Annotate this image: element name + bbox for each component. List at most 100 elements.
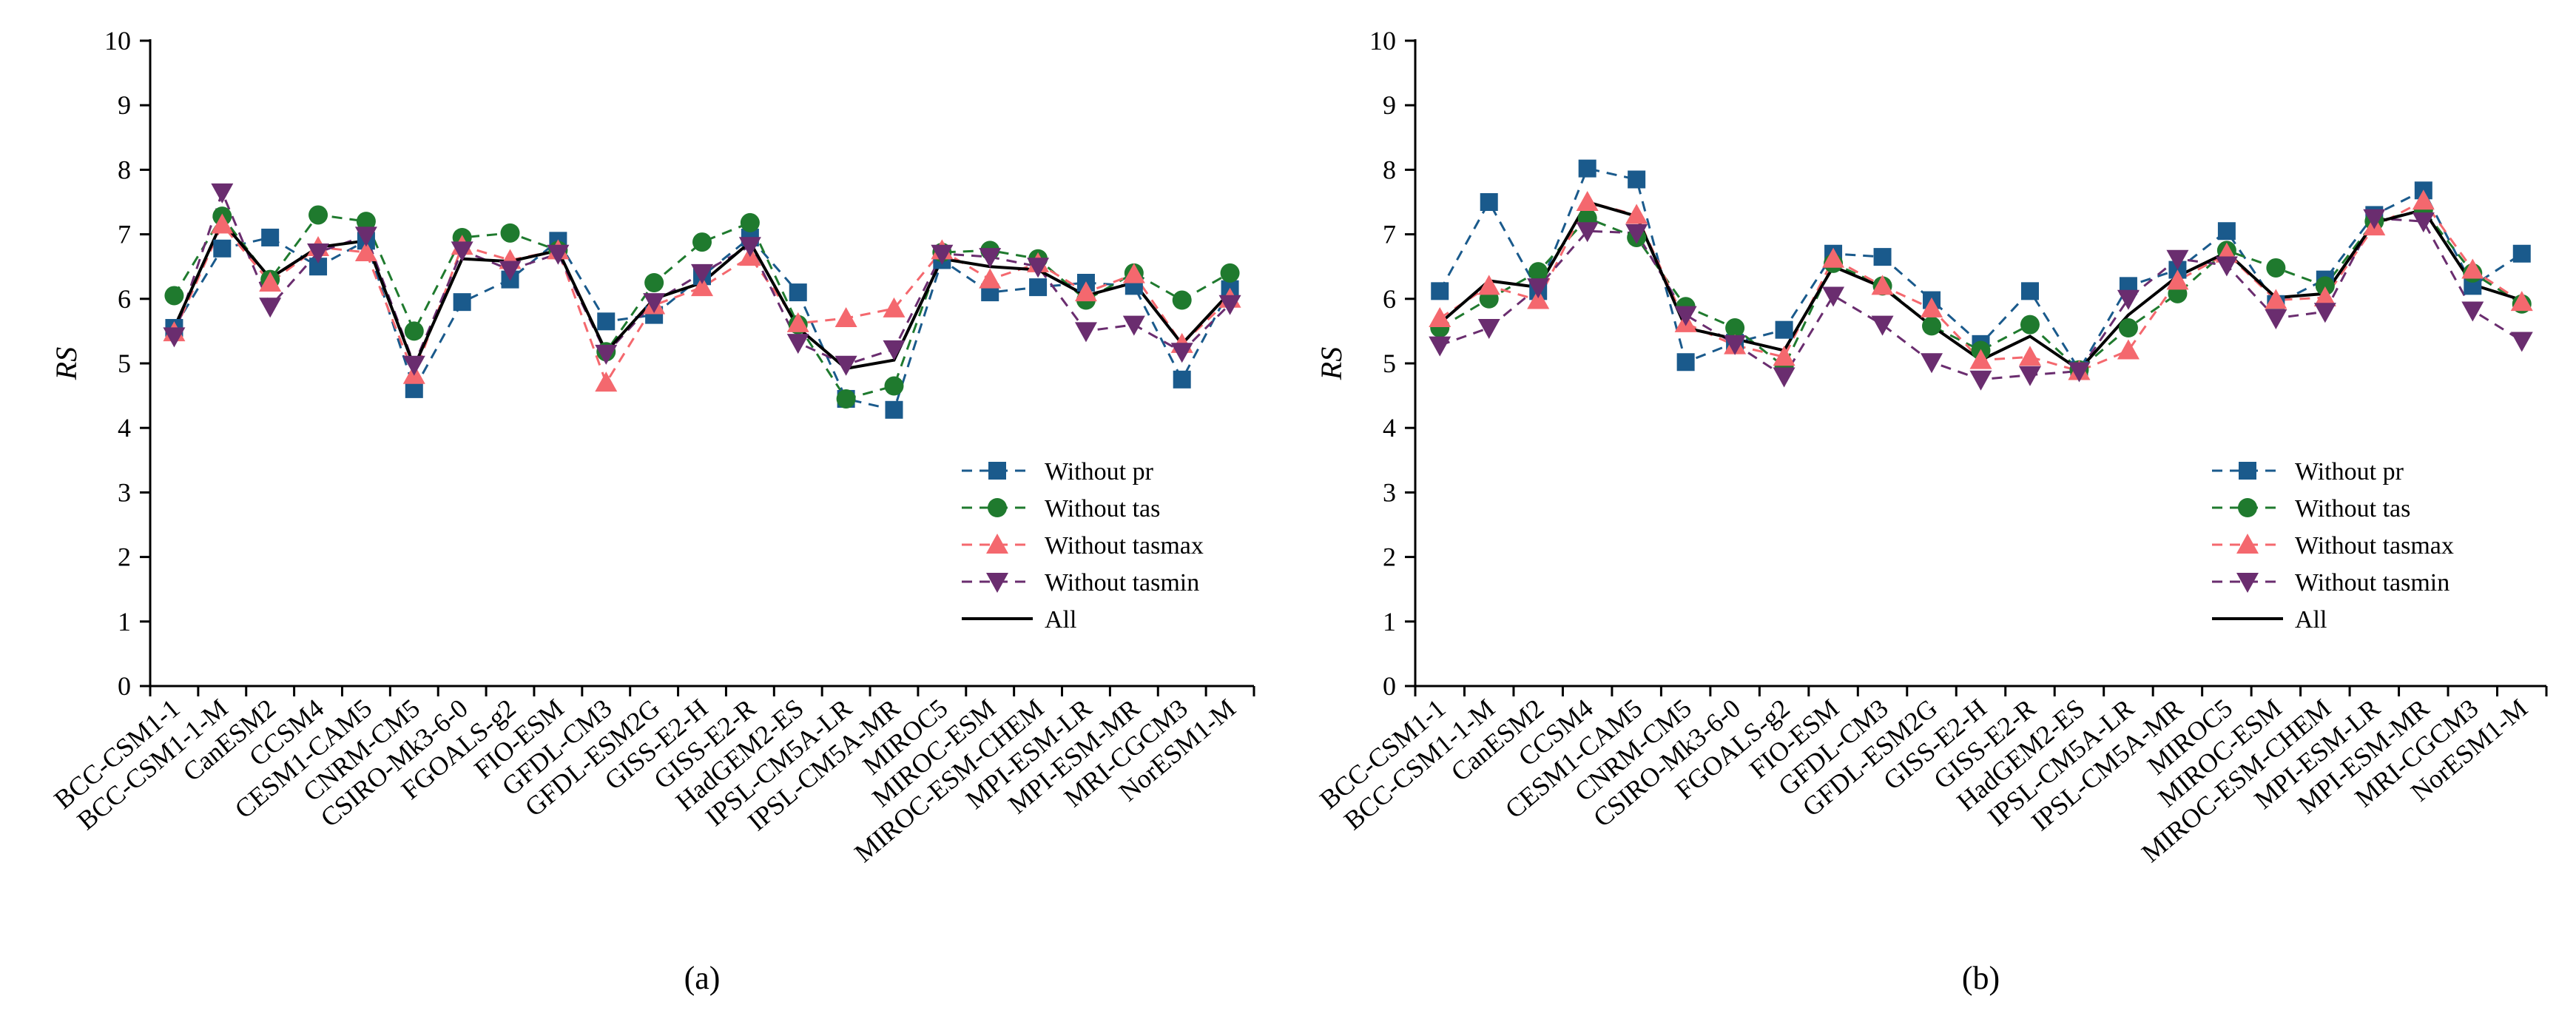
data-point-tasmin [1674,306,1697,326]
y-axis-label: RS [1315,347,1348,380]
y-tick-label: 2 [1383,542,1396,572]
data-point-tasmin [2363,209,2386,229]
data-point-tasmax [259,272,282,292]
data-point-tasmax [2313,286,2336,307]
data-point-tasmin [931,244,954,265]
data-point-tasmin [2461,301,2484,322]
data-point-tas [500,223,520,243]
y-tick-label: 9 [118,90,131,120]
y-tick-label: 5 [118,349,131,378]
data-point-tasmin [691,263,713,284]
y-tick-label: 5 [1383,349,1396,378]
panel-b: 012345678910RSBCC-CSM1-1BCC-CSM1-1-MCanE… [1314,26,2548,996]
data-point-pr [885,400,903,419]
legend-marker-pr [2239,462,2256,480]
data-point-tasmin [1218,295,1241,315]
y-tick-label: 4 [118,413,131,443]
data-point-tas [1220,263,1240,283]
data-point-tasmax [2461,258,2484,279]
data-point-tasmax [1773,346,1796,366]
data-point-tasmin [499,261,522,281]
data-point-tasmin [307,243,330,264]
y-tick-label: 1 [118,607,131,636]
data-point-tasmin [1625,224,1648,244]
data-point-tasmin [402,355,425,376]
data-point-tas [2266,258,2286,278]
data-point-tasmin [2412,212,2435,233]
legend-marker-tasmax [2236,534,2259,554]
data-point-tasmax [691,276,713,297]
data-point-pr [1873,248,1892,266]
data-point-tasmin [1527,278,1550,299]
data-point-tasmax [1969,349,1992,369]
data-point-tasmax [1576,191,1599,211]
series-line-tasmax [173,222,1231,386]
data-point-tas [884,376,904,396]
data-point-tas [2020,315,2040,335]
data-point-tasmin [1027,258,1050,278]
data-point-tasmin [1170,343,1193,363]
y-tick-label: 2 [118,542,131,572]
data-point-tasmax [2018,346,2041,366]
data-point-tasmin [979,248,1002,269]
data-point-tasmax [2117,339,2140,360]
y-tick-label: 6 [1383,284,1396,314]
data-point-pr [1676,353,1695,372]
data-point-tasmin [259,298,282,318]
data-point-tasmin [834,355,857,376]
data-point-pr [1173,370,1191,389]
legend-marker-tasmax [986,534,1008,554]
data-point-tas [164,286,184,306]
y-tick-label: 3 [1383,477,1396,507]
data-point-tas [836,389,856,409]
data-point-pr [1480,193,1498,211]
legend-marker-tasmin [2236,573,2259,593]
data-point-tasmin [2265,309,2287,329]
y-tick-label: 7 [1383,220,1396,249]
data-point-tasmax [2510,291,2533,312]
data-point-tas [2315,276,2335,296]
legend-label: Without tasmin [1045,569,1199,596]
data-point-pr [1431,282,1449,300]
data-point-tas [1528,262,1548,282]
y-tick-label: 8 [1383,155,1396,184]
legend-label: Without pr [1045,458,1154,485]
data-point-tasmin [2018,366,2041,386]
data-point-tasmin [2117,289,2140,310]
data-point-pr [2217,222,2236,241]
data-point-tasmin [2068,362,2091,383]
y-tick-label: 1 [1383,607,1396,636]
y-tick-label: 3 [118,477,131,507]
data-point-tasmin [1822,286,1845,307]
data-point-tasmax [1477,275,1500,295]
data-point-tasmax [1429,306,1451,327]
y-axis-label: RS [50,347,83,380]
data-point-tas [1172,290,1192,310]
legend-marker-tas [988,498,1007,517]
data-point-tasmax [354,241,377,262]
data-point-pr [2512,244,2531,263]
data-point-tasmin [163,327,186,348]
data-point-tas [2118,318,2138,338]
data-point-pr [1029,278,1048,297]
data-point-tas [740,212,760,232]
y-tick-label: 4 [1383,413,1396,443]
data-point-tasmin [1576,222,1599,243]
y-tick-label: 10 [1369,26,1396,56]
data-point-pr [789,283,807,302]
data-point-tasmax [834,306,857,327]
legend-label: Without tasmax [2295,532,2454,559]
data-point-tasmax [595,372,618,392]
data-point-pr [1578,159,1596,178]
series-line-pr [173,235,1231,411]
data-point-tasmax [1122,263,1145,283]
legend-marker-pr [988,462,1006,480]
data-point-tasmin [1921,353,1943,374]
data-point-tasmin [2313,303,2336,323]
data-point-tasmin [643,293,666,314]
data-point-tasmin [354,226,377,247]
legend-label: All [2295,606,2327,634]
legend-label: Without tas [2295,495,2410,522]
data-point-tasmax [1527,289,1550,309]
y-tick-label: 0 [1383,671,1396,701]
